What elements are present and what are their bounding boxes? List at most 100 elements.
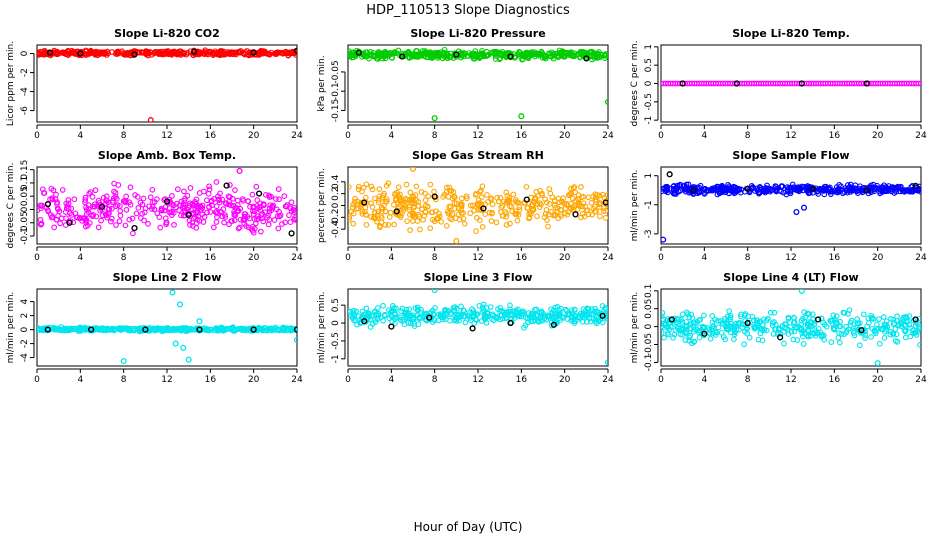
y-axis-label: ml/min per min. [317,292,327,364]
data-point [362,194,369,201]
data-point [671,331,678,338]
data-point [201,214,208,220]
data-point [247,203,253,210]
data-point [87,189,94,195]
data-point [444,309,450,316]
data-point [767,188,773,195]
data-point [53,191,59,198]
data-point [250,211,257,217]
data-point [918,189,921,195]
data-point [453,200,460,207]
data-point [894,339,901,345]
data-point [385,222,392,228]
data-point [560,53,567,60]
data-point [780,189,787,196]
data-point [797,186,804,193]
data-point [70,219,77,226]
data-point [51,325,58,332]
data-point [223,50,230,57]
y-tick-label: -0.2 [331,209,341,227]
outlier-point [180,344,187,351]
outlier-point [409,167,417,172]
data-point [228,202,234,209]
data-point [418,189,425,195]
calibration-point [744,185,751,192]
data-point [382,48,389,55]
x-tick-label: 12 [472,253,483,263]
data-point [200,188,207,195]
chart-panel: Slope Line 4 (LT) Flow 0 4 8 12 16 20 24 -0.1-0.… [630,271,927,385]
data-point [554,304,561,310]
data-point [106,206,113,212]
data-point [265,221,272,228]
data-point [378,208,385,215]
data-point [779,323,786,329]
data-point [670,334,676,341]
y-tick-label: 0.05 [644,299,654,319]
data-point [508,203,515,210]
data-point [867,187,873,194]
data-point [37,51,42,58]
data-point [505,197,512,204]
data-point [451,194,458,201]
calibration-point [733,80,740,87]
data-point [585,194,592,201]
data-point [386,315,393,322]
data-point [441,51,447,58]
data-point [67,49,74,56]
data-point [206,183,212,190]
outlier-point [793,208,800,216]
data-point [443,189,450,195]
data-point [892,326,899,332]
data-point [574,206,581,213]
data-point [363,222,370,228]
data-point [750,184,756,191]
data-point [564,211,571,218]
data-point [467,315,473,321]
calibration-point [701,330,708,337]
data-point [89,194,96,200]
x-tick-label: 20 [248,375,260,385]
data-point [492,49,499,56]
data-point [512,208,519,214]
panel-title: Slope Line 2 Flow [113,271,222,284]
data-point [193,225,200,231]
x-tick-label: 8 [121,375,127,385]
data-point [120,198,127,204]
calibration-point [196,326,203,333]
data-point [245,198,252,205]
data-point [804,320,811,327]
data-point [290,207,297,213]
data-point [367,324,374,330]
data-point [570,317,576,323]
data-point [682,337,689,344]
x-tick-label: 24 [915,375,927,385]
data-point [584,52,591,59]
data-point [580,49,587,56]
data-point [279,49,286,56]
x-tick-label: 4 [388,253,394,263]
x-tick-label: 24 [602,253,614,263]
data-point [288,199,295,206]
y-tick-label: 0 [331,320,341,326]
data-point [856,320,863,326]
y-tick-label: -0.1 [331,82,341,100]
calibration-point [798,80,805,87]
data-point [279,325,286,331]
data-point [395,184,402,191]
data-point [381,311,388,318]
data-point [396,314,403,320]
data-point [551,52,558,59]
data-point [419,48,426,54]
data-point [602,208,608,214]
data-point [453,314,460,321]
data-point [727,316,734,323]
data-point [277,212,284,219]
calibration-point [858,327,865,334]
data-point [664,187,670,194]
data-point [388,51,395,57]
data-point [679,319,686,325]
data-point [683,309,690,316]
